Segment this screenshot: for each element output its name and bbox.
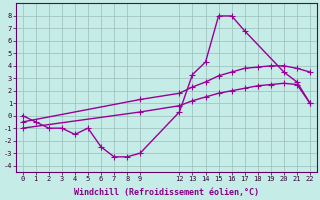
X-axis label: Windchill (Refroidissement éolien,°C): Windchill (Refroidissement éolien,°C) xyxy=(74,188,259,197)
